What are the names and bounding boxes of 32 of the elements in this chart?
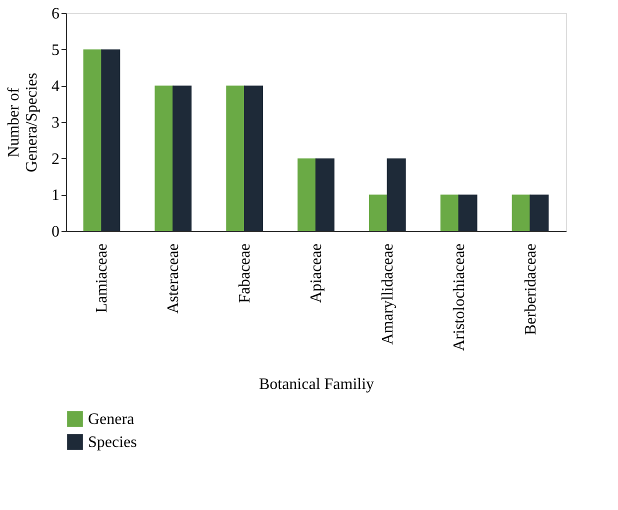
bar [244,86,263,231]
bar [530,194,549,231]
y-tick-label: 1 [52,187,60,204]
x-tick-label: Fabaceae [236,244,254,304]
x-tick-label: Amaryllidaceae [379,244,396,345]
bar [154,86,174,231]
bar [512,194,531,231]
y-tick-label: 3 [52,114,60,132]
bar [386,158,406,231]
y-axis-title: Number of Genera/Species [6,72,40,172]
legend-label: Species [88,434,137,451]
bar [298,158,317,231]
y-tick-label: 6 [52,6,60,22]
y-tick-label: 0 [52,224,60,240]
y-tick-label: 5 [52,42,60,59]
x-tick-label: Aristolochiaceae [450,244,468,351]
x-tick-label: Asteraceae [165,244,182,314]
bar [458,194,478,231]
bar [315,158,334,231]
bar [101,49,120,231]
x-axis-title: Botanical Familiy [258,376,374,393]
legend-label: Genera [88,411,134,428]
y-tick-label: 2 [52,150,60,168]
bar [369,194,388,231]
x-tick-label: Berberidaceae [522,244,540,335]
x-tick-label: Apiaceae [308,244,325,304]
bar [226,86,246,231]
x-tick-label: Lamiaceae [94,244,111,313]
bar [172,86,192,231]
bar [440,194,460,231]
bar [83,49,102,231]
y-tick-label: 4 [52,78,60,96]
